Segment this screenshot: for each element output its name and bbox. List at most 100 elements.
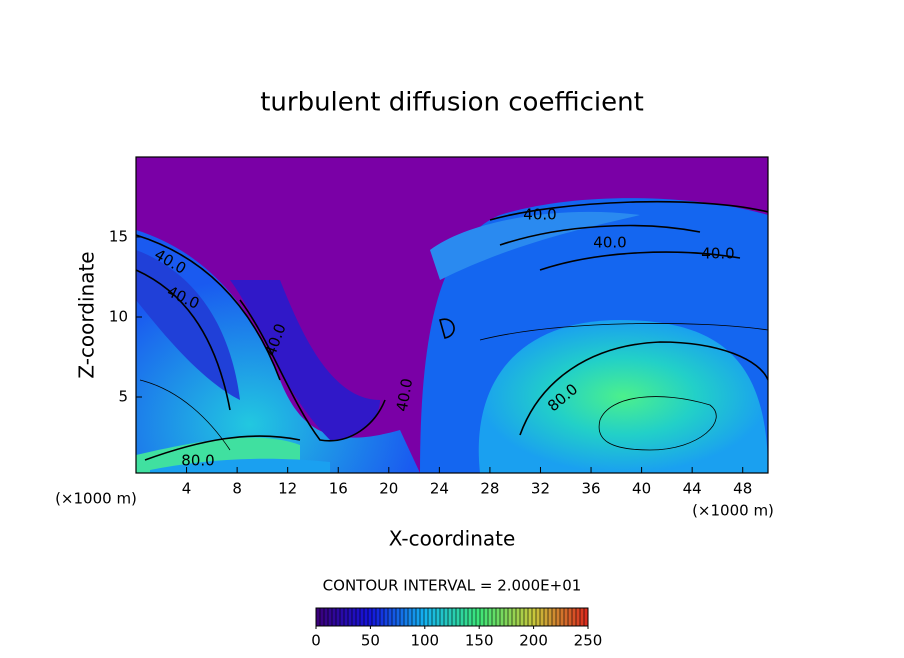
colorbar-cell [560, 608, 564, 626]
colorbar-cell [484, 608, 488, 626]
colorbar-cell [348, 608, 352, 626]
colorbar-cell [508, 608, 512, 626]
colorbar-cell [324, 608, 328, 626]
colorbar-cell [372, 608, 376, 626]
colorbar-cell [456, 608, 460, 626]
x-tick-label: 32 [531, 480, 550, 498]
colorbar-cell [492, 608, 496, 626]
colorbar-cell [512, 608, 516, 626]
colorbar-cell [396, 608, 400, 626]
colorbar-cell [500, 608, 504, 626]
colorbar-tick-label: 0 [311, 632, 321, 650]
x-tick-label: 36 [581, 480, 600, 498]
colorbar-cell [416, 608, 420, 626]
colorbar-cell [428, 608, 432, 626]
colorbar-cell [356, 608, 360, 626]
colorbar-cell [504, 608, 508, 626]
colorbar-cell [452, 608, 456, 626]
colorbar-cell [352, 608, 356, 626]
colorbar-cell [552, 608, 556, 626]
plot-frame [135, 156, 769, 474]
colorbar-cell [496, 608, 500, 626]
colorbar-tick-label: 50 [361, 632, 380, 650]
colorbar-cell [440, 608, 444, 626]
colorbar-cell [464, 608, 468, 626]
colorbar-cell [480, 608, 484, 626]
colorbar-cell [572, 608, 576, 626]
colorbar: 0 50 100 150 200 250 [311, 607, 603, 650]
x-tick-label: 8 [232, 480, 242, 498]
x-tick-label: 20 [379, 480, 398, 498]
colorbar-cell [544, 608, 548, 626]
contour-label: 40.0 [701, 245, 734, 263]
colorbar-cell [568, 608, 572, 626]
colorbar-cell [468, 608, 472, 626]
field [136, 157, 768, 473]
colorbar-cell [364, 608, 368, 626]
colorbar-cell [376, 608, 380, 626]
colorbar-cell [332, 608, 336, 626]
y-axis-label: Z-coordinate [75, 251, 99, 378]
colorbar-cell [532, 608, 536, 626]
colorbar-cell [540, 608, 544, 626]
x-tick-label: 12 [278, 480, 297, 498]
colorbar-cell [344, 608, 348, 626]
colorbar-cell [420, 608, 424, 626]
colorbar-cell [316, 608, 320, 626]
x-tick-label: 24 [430, 480, 449, 498]
colorbar-cell [384, 608, 388, 626]
colorbar-cell [472, 608, 476, 626]
colorbar-cell [360, 608, 364, 626]
colorbar-tick-label: 150 [465, 632, 494, 650]
contour-label: 40.0 [593, 234, 626, 252]
colorbar-cell [368, 608, 372, 626]
colorbar-cell [528, 608, 532, 626]
y-tick-label: 15 [109, 228, 128, 246]
colorbar-tick-label: 200 [519, 632, 548, 650]
colorbar-cell [388, 608, 392, 626]
colorbar-cell [556, 608, 560, 626]
colorbar-cell [436, 608, 440, 626]
colorbar-cell [476, 608, 480, 626]
colorbar-cell [320, 608, 324, 626]
colorbar-cell [424, 608, 428, 626]
x-axis-label: X-coordinate [389, 527, 516, 551]
x-tick-label: 44 [683, 480, 702, 498]
x-tick-label: 28 [480, 480, 499, 498]
colorbar-cell [392, 608, 396, 626]
colorbar-cell [520, 608, 524, 626]
contour-label: 40.0 [393, 377, 417, 413]
colorbar-cell [536, 608, 540, 626]
colorbar-cell [564, 608, 568, 626]
x-tick-label: 40 [632, 480, 651, 498]
colorbar-frame [315, 607, 589, 627]
colorbar-cell [432, 608, 436, 626]
colorbar-cell [404, 608, 408, 626]
colorbar-cell [576, 608, 580, 626]
colorbar-cell [488, 608, 492, 626]
colorbar-cell [400, 608, 404, 626]
x-unit: (×1000 m) [55, 490, 137, 508]
colorbar-cell [516, 608, 520, 626]
colorbar-cell [380, 608, 384, 626]
x-unit-right: (×1000 m) [692, 502, 774, 520]
colorbar-cell [444, 608, 448, 626]
x-tick-label: 48 [733, 480, 752, 498]
contour-interval: CONTOUR INTERVAL = 2.000E+01 [323, 577, 582, 595]
colorbar-cell [548, 608, 552, 626]
colorbar-cell [412, 608, 416, 626]
colorbar-cell [336, 608, 340, 626]
colorbar-tick-label: 100 [410, 632, 439, 650]
chart-title: turbulent diffusion coefficient [260, 88, 644, 118]
y-tick-label: 5 [118, 388, 128, 406]
colorbar-cell [460, 608, 464, 626]
colorbar-cell [340, 608, 344, 626]
x-tick-label: 16 [329, 480, 348, 498]
colorbar-cell [584, 608, 588, 626]
contour-label: 80.0 [181, 452, 214, 470]
colorbar-tick-label: 250 [574, 632, 603, 650]
colorbar-cell [448, 608, 452, 626]
colorbar-cell [408, 608, 412, 626]
y-tick-label: 10 [109, 308, 128, 326]
